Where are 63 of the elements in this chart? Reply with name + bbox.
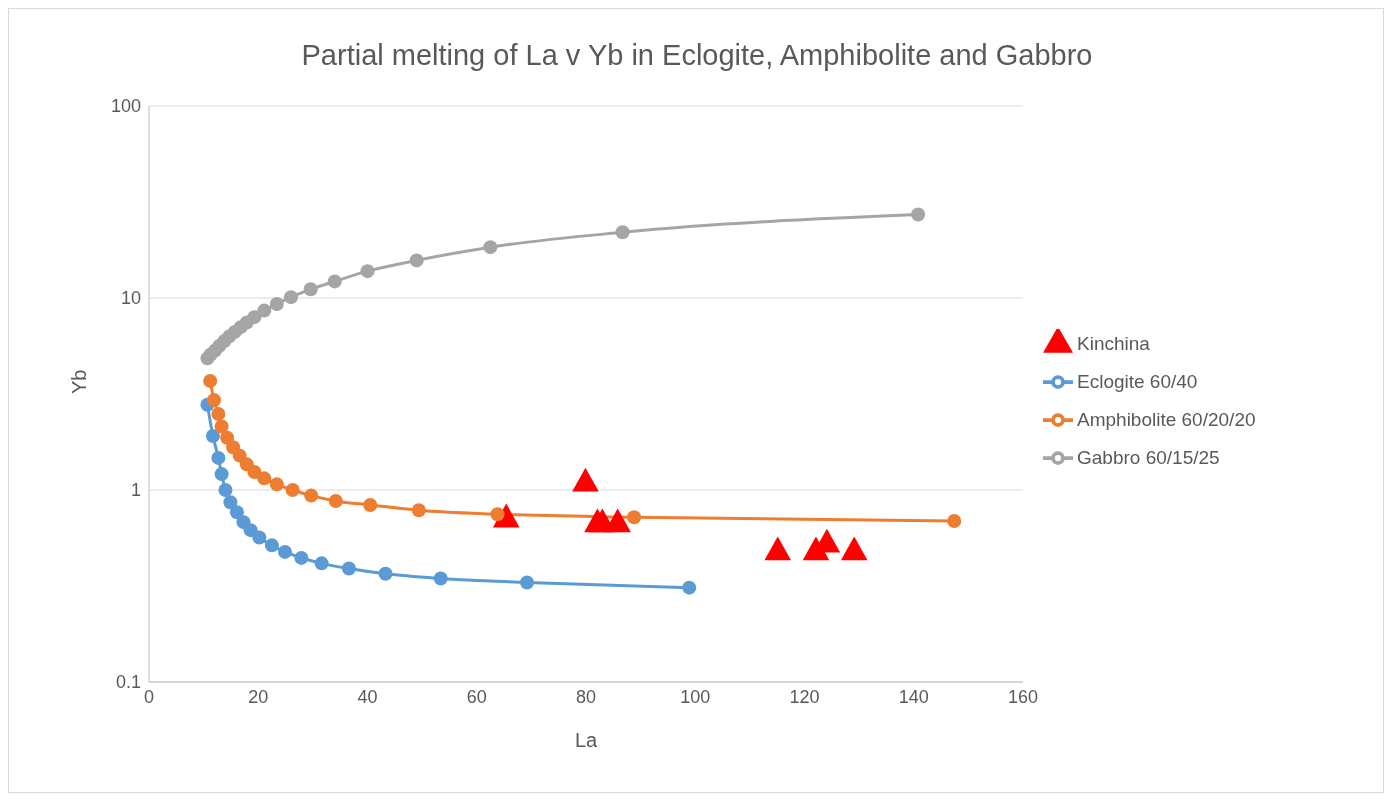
y-axis-title: Yb: [68, 369, 91, 394]
point: [257, 471, 272, 486]
x-tick-label: 60: [466, 686, 487, 707]
point: [211, 406, 226, 421]
point: [218, 483, 233, 497]
point: [615, 225, 630, 240]
point: [363, 497, 378, 512]
chart-title: Partial melting of La v Yb in Eclogite, Amphibolite and Gabbro: [300, 39, 1094, 72]
point: [214, 419, 229, 434]
y-tick-label: 1: [130, 480, 141, 501]
point: [203, 373, 218, 388]
legend-label: Amphibolite 60/20/20: [1077, 408, 1256, 430]
point: [682, 580, 697, 595]
y-tick-label: 10: [120, 288, 141, 309]
point: [252, 530, 267, 545]
point: [947, 514, 962, 529]
point: [360, 264, 375, 279]
x-tick-label: 40: [357, 686, 378, 707]
x-tick-label: 100: [680, 686, 711, 707]
point: [264, 538, 279, 553]
point: [520, 575, 535, 590]
point: [409, 253, 424, 268]
legend-label: Kinchina: [1077, 332, 1150, 354]
point: [214, 467, 229, 482]
point: [378, 566, 393, 581]
point: [911, 207, 926, 222]
point: [284, 290, 299, 305]
point: [247, 310, 262, 325]
point: [433, 571, 448, 586]
legend-label: Eclogite 60/40: [1077, 370, 1198, 392]
point: [314, 556, 329, 571]
x-tick-label: 160: [1007, 686, 1039, 707]
x-tick-label: 0: [143, 686, 155, 707]
point: [304, 488, 319, 503]
x-tick-label: 20: [248, 686, 269, 707]
legend-label: Gabbro 60/15/25: [1077, 446, 1220, 468]
point: [205, 429, 220, 444]
point: [341, 561, 356, 576]
point: [269, 477, 284, 492]
point: [285, 483, 300, 497]
x-axis-title: La: [574, 729, 598, 751]
point: [269, 297, 284, 312]
point: [490, 507, 505, 522]
x-tick-label: 80: [575, 686, 597, 707]
point: [483, 240, 498, 255]
point: [303, 282, 318, 297]
point: [278, 544, 293, 559]
y-tick-label: 0.1: [115, 672, 141, 693]
point: [627, 510, 642, 525]
point: [229, 505, 244, 520]
point: [328, 493, 343, 508]
point: [257, 303, 272, 318]
point: [247, 465, 262, 480]
y-tick-label: 100: [110, 96, 141, 117]
point: [211, 450, 226, 465]
point: [294, 550, 309, 565]
point: [207, 393, 221, 408]
point: [243, 523, 258, 538]
point: [223, 495, 238, 510]
x-tick-label: 140: [898, 686, 929, 707]
x-tick-label: 120: [789, 686, 820, 707]
point: [411, 503, 426, 518]
point: [327, 274, 342, 289]
